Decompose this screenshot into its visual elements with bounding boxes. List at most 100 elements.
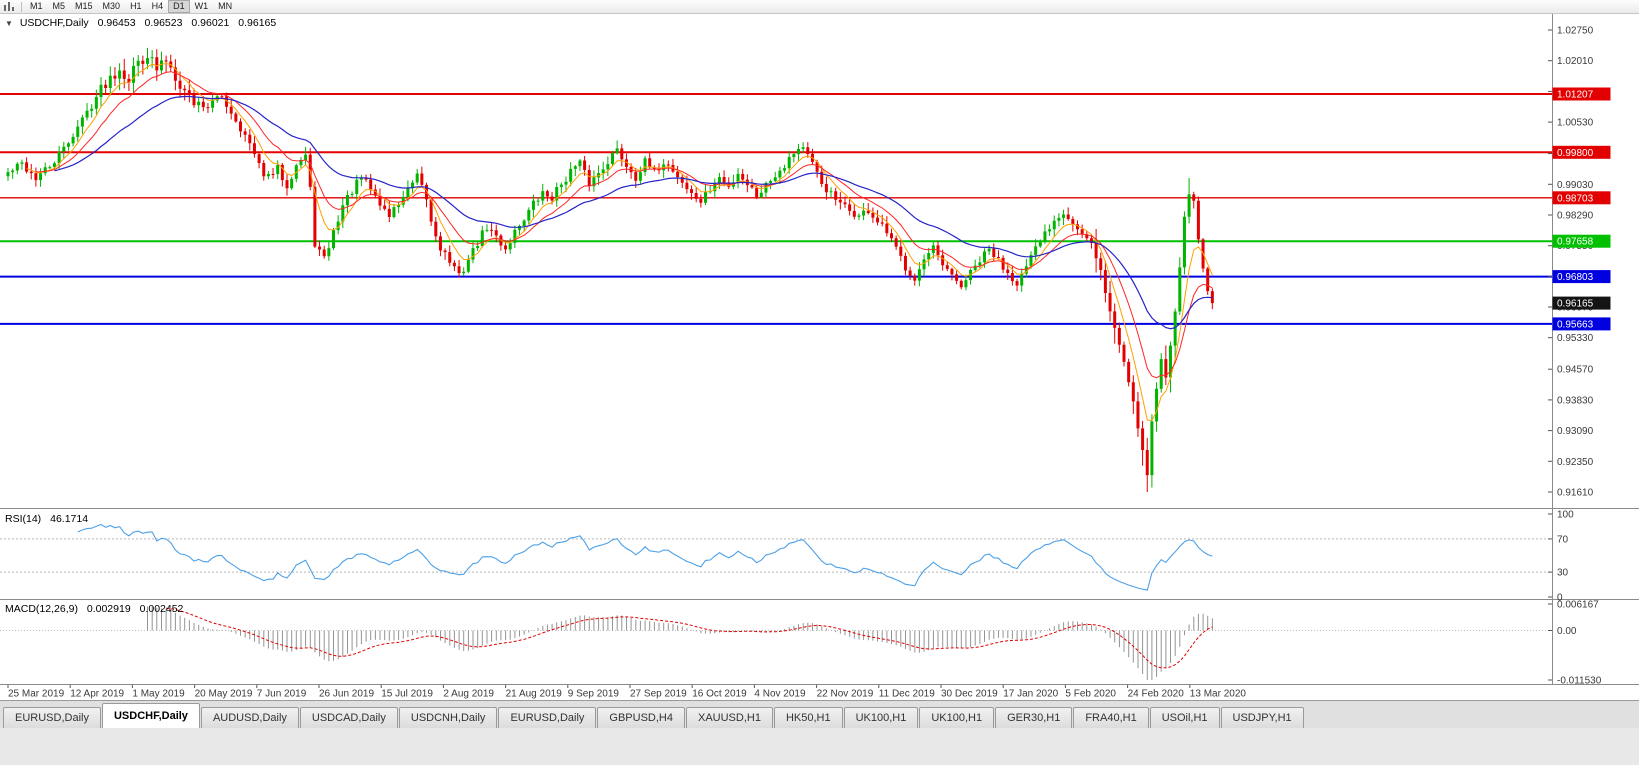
level-badge-0.95663-bg: [1552, 317, 1611, 331]
date-label: 5 Feb 2020: [1065, 689, 1116, 700]
macd-name: MACD(12,26,9): [5, 603, 78, 615]
date-label: 13 Mar 2020: [1190, 689, 1247, 700]
level-badge-0.97658-text: 0.97658: [1557, 237, 1594, 248]
date-label: 16 Oct 2019: [692, 689, 747, 700]
chart-tab-14-usdjpy-h1[interactable]: USDJPY,H1: [1220, 707, 1304, 728]
chart-area: 1.027501.020101.012701.005300.997700.990…: [0, 14, 1639, 700]
date-label: 22 Nov 2019: [817, 689, 874, 700]
date-label: 4 Nov 2019: [754, 689, 806, 700]
ohlc-low: 0.96021: [191, 17, 230, 29]
macd-tick-label: -0.011530: [1557, 676, 1602, 687]
rsi-name: RSI(14): [5, 513, 42, 525]
rsi-indicator-label: RSI(14) 46.1714: [5, 513, 88, 525]
collapse-icon[interactable]: ▼: [5, 19, 13, 28]
level-badge-0.96803-bg: [1552, 270, 1611, 284]
macd-tick-label: 0.006167: [1557, 600, 1599, 611]
level-badge-0.96803-text: 0.96803: [1557, 272, 1594, 283]
level-badge-0.97658-bg: [1552, 234, 1611, 248]
date-label: 26 Jun 2019: [319, 689, 374, 700]
macd-value: 0.002919: [86, 603, 131, 615]
chart-tab-11-ger30-h1[interactable]: GER30,H1: [995, 707, 1073, 728]
current-price-badge-bg: [1552, 296, 1611, 310]
timeframe-m5[interactable]: M5: [52, 1, 66, 11]
chart-tab-12-fra40-h1[interactable]: FRA40,H1: [1073, 707, 1149, 728]
chart-tab-0-eurusd-daily[interactable]: EURUSD,Daily: [3, 707, 101, 728]
toolbar-separator: [21, 1, 22, 12]
date-label: 27 Sep 2019: [630, 689, 687, 700]
macd-indicator-label: MACD(12,26,9) 0.002919 0.002452: [5, 603, 183, 615]
date-label: 21 Aug 2019: [506, 689, 563, 700]
ma-fast-line: [26, 62, 1213, 422]
timeframe-m1[interactable]: M1: [30, 1, 43, 11]
rsi-tick-label: 100: [1557, 510, 1574, 521]
macd-signal-value: 0.002452: [139, 603, 184, 615]
chart-icon[interactable]: [0, 1, 18, 13]
date-label: 7 Jun 2019: [257, 689, 307, 700]
chart-tab-8-hk50-h1[interactable]: HK50,H1: [773, 707, 843, 728]
date-label: 12 Apr 2019: [70, 689, 124, 700]
chart-tab-3-usdcad-daily[interactable]: USDCAD,Daily: [299, 707, 398, 728]
chart-background: [0, 14, 1639, 700]
timeframe-w1[interactable]: W1: [194, 1, 209, 11]
rsi-tick-label: 30: [1557, 568, 1569, 579]
chart-symbol-period: USDCHF,Daily: [19, 17, 89, 29]
price-tick-label: 0.91610: [1557, 488, 1594, 499]
rsi-tick-label: 0: [1557, 593, 1563, 604]
chart-title-bar: ▼ USDCHF,Daily 0.96453 0.96523 0.96021 0…: [5, 17, 276, 29]
chart-tab-9-uk100-h1[interactable]: UK100,H1: [843, 707, 919, 728]
chart-tab-6-gbpusd-h4[interactable]: GBPUSD,H4: [597, 707, 685, 728]
chart-tab-4-usdcnh-daily[interactable]: USDCNH,Daily: [398, 707, 498, 728]
price-tick-label: 0.94570: [1557, 365, 1594, 376]
timeframe-h4[interactable]: H4: [151, 1, 164, 11]
chart-tab-1-usdchf-daily[interactable]: USDCHF,Daily: [101, 703, 200, 728]
date-label: 25 Mar 2019: [8, 689, 65, 700]
ohlc-close: 0.96165: [238, 17, 277, 29]
macd-signal-line: [166, 607, 1213, 669]
current-price-badge-text: 0.96165: [1557, 299, 1594, 310]
chart-tab-bar: EURUSD,Daily USDCHF,Daily AUDUSD,Daily USDC…: [0, 700, 1639, 728]
chart-tab-2-audusd-daily[interactable]: AUDUSD,Daily: [200, 707, 299, 728]
macd-tick-label: 0.00: [1557, 626, 1577, 637]
date-label: 20 May 2019: [195, 689, 253, 700]
price-tick-label: 0.95330: [1557, 333, 1594, 344]
price-tick-label: 1.02010: [1557, 56, 1594, 67]
date-label: 11 Dec 2019: [879, 689, 935, 700]
price-chart-canvas[interactable]: 1.027501.020101.012701.005300.997700.990…: [0, 14, 1639, 700]
date-label: 24 Feb 2020: [1128, 689, 1185, 700]
level-badge-0.99800-text: 0.99800: [1557, 148, 1594, 159]
date-label: 2 Aug 2019: [443, 689, 494, 700]
timeframe-d1[interactable]: D1: [168, 0, 190, 13]
ohlc-open: 0.96453: [97, 17, 136, 29]
chart-tab-10-uk100-h1[interactable]: UK100,H1: [919, 707, 995, 728]
chart-tab-7-xauusd-h1[interactable]: XAUUSD,H1: [685, 707, 773, 728]
date-label: 9 Sep 2019: [568, 689, 620, 700]
timeframe-m30[interactable]: M30: [102, 1, 121, 11]
rsi-tick-label: 70: [1557, 534, 1569, 545]
price-tick-label: 1.00530: [1557, 118, 1594, 129]
timeframe-m15[interactable]: M15: [75, 1, 93, 11]
price-tick-label: 1.02750: [1557, 26, 1594, 37]
level-badge-0.99800-bg: [1552, 145, 1611, 159]
level-badge-0.98703-text: 0.98703: [1557, 193, 1594, 204]
timeframe-buttons: M1 M5 M15 M30 H1 H4 D1 W1 MN: [25, 0, 237, 13]
level-badge-1.01207-bg: [1552, 87, 1611, 101]
date-label: 17 Jan 2020: [1003, 689, 1058, 700]
price-tick-label: 0.93090: [1557, 426, 1594, 437]
timeframe-h1[interactable]: H1: [130, 1, 142, 11]
chart-tab-5-eurusd-daily[interactable]: EURUSD,Daily: [498, 707, 597, 728]
timeframe-toolbar: M1 M5 M15 M30 H1 H4 D1 W1 MN: [0, 0, 1639, 14]
date-label: 30 Dec 2019: [941, 689, 998, 700]
rsi-value: 46.1714: [50, 513, 89, 525]
price-tick-label: 0.98290: [1557, 211, 1594, 222]
level-badge-0.98703-bg: [1552, 191, 1611, 205]
level-badge-1.01207-text: 1.01207: [1557, 90, 1594, 101]
timeframe-mn[interactable]: MN: [218, 1, 233, 11]
ma-mid-line: [35, 71, 1213, 379]
price-tick-label: 0.93830: [1557, 395, 1594, 406]
date-label: 1 May 2019: [132, 689, 185, 700]
price-tick-label: 0.99030: [1557, 180, 1594, 191]
level-badge-0.95663-text: 0.95663: [1557, 319, 1594, 330]
chart-tab-13-usoil-h1[interactable]: USOil,H1: [1149, 707, 1220, 728]
chart-icon-glyph: [3, 2, 14, 11]
